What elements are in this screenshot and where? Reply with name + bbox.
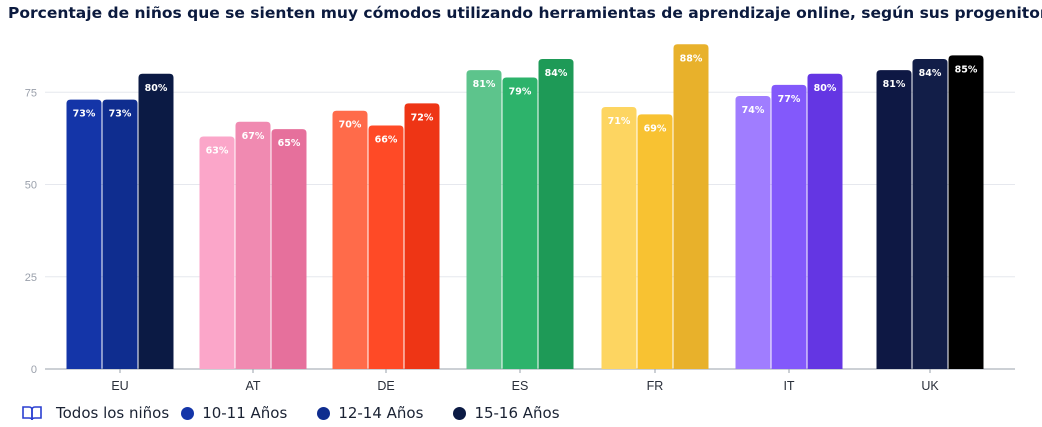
legend-label: 10-11 Años — [202, 404, 288, 422]
x-tick-label: FR — [647, 379, 664, 393]
bar — [102, 99, 138, 369]
data-label: 84% — [545, 68, 568, 79]
data-label: 65% — [278, 138, 301, 149]
bar — [66, 99, 102, 369]
bar-chart: 0 25 50 75 73% 73% 80% EU 63% 67% 65% AT 70% 66% 72% DE… — [25, 44, 1015, 393]
bar — [771, 84, 807, 370]
bar — [637, 114, 673, 369]
legend: Todos los niños 10-11 Años 12-14 Años 15… — [22, 404, 590, 422]
bar — [271, 129, 307, 369]
data-label: 70% — [339, 120, 362, 131]
y-tick-label: 0 — [31, 364, 37, 376]
data-label: 80% — [145, 83, 168, 94]
legend-dot — [181, 406, 195, 420]
data-label: 73% — [73, 109, 96, 120]
x-tick-label: UK — [921, 379, 939, 393]
data-label: 73% — [109, 109, 132, 120]
data-label: 74% — [742, 105, 765, 116]
data-label: 63% — [206, 146, 229, 157]
x-tick-label: IT — [783, 379, 794, 393]
legend-item-10-11: 10-11 Años — [181, 404, 287, 422]
y-tick-label: 25 — [25, 272, 37, 284]
legend-dot — [317, 406, 331, 420]
bar — [199, 136, 235, 369]
legend-all-label: Todos los niños — [56, 404, 170, 422]
x-tick-label: ES — [512, 379, 529, 393]
legend-label: 15-16 Años — [474, 404, 560, 422]
data-label: 85% — [955, 64, 978, 75]
legend-item-15-16: 15-16 Años — [453, 404, 560, 422]
y-tick-label: 50 — [25, 180, 37, 192]
bar — [601, 107, 637, 369]
bar — [138, 73, 174, 370]
bar — [502, 77, 538, 370]
data-label: 88% — [680, 53, 703, 64]
x-tick-label: DE — [377, 379, 394, 393]
data-label: 81% — [883, 79, 906, 90]
bar — [466, 70, 502, 370]
data-label: 84% — [919, 68, 942, 79]
data-label: 71% — [608, 116, 631, 127]
legend-item-12-14: 12-14 Años — [317, 404, 423, 422]
bar — [673, 44, 709, 369]
bar — [876, 70, 912, 370]
data-label: 81% — [473, 79, 496, 90]
data-label: 72% — [411, 112, 434, 123]
data-label: 66% — [375, 134, 398, 145]
book-icon — [22, 406, 42, 421]
bar — [948, 55, 984, 369]
chart-title: Porcentaje de niños que se sienten muy c… — [8, 4, 1042, 22]
data-label: 77% — [778, 94, 801, 105]
data-label: 80% — [814, 83, 837, 94]
bar — [912, 59, 948, 369]
legend-dot — [453, 406, 467, 420]
bar — [404, 103, 440, 369]
bar — [368, 125, 404, 370]
data-label: 79% — [509, 86, 532, 97]
x-tick-label: AT — [245, 379, 260, 393]
data-label: 69% — [644, 123, 667, 134]
bar — [538, 59, 574, 369]
bar — [332, 110, 368, 369]
bar — [735, 95, 771, 369]
bar — [807, 73, 843, 370]
y-tick-label: 75 — [25, 87, 37, 99]
x-tick-label: EU — [111, 379, 128, 393]
bar — [235, 121, 271, 370]
legend-label: 12-14 Años — [338, 404, 424, 422]
data-label: 67% — [242, 131, 265, 142]
